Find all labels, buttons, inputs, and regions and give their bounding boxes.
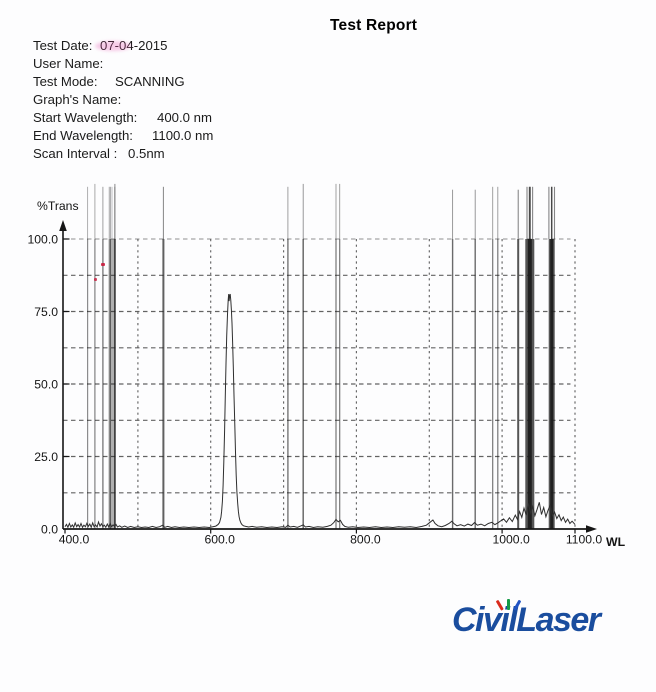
field-value: 400.0 nm bbox=[157, 110, 212, 125]
field-label: End Wavelength: bbox=[33, 128, 133, 143]
field-start-wavelength: Start Wavelength: 400.0 nm bbox=[33, 109, 212, 127]
y-tick-label: 50.0 bbox=[34, 378, 58, 392]
field-test-mode: Test Mode: SCANNING bbox=[33, 73, 185, 91]
field-value: 1100.0 nm bbox=[152, 128, 214, 143]
page-title: Test Report bbox=[330, 17, 418, 34]
y-tick-label: 100.0 bbox=[28, 233, 59, 247]
field-user-name: User Name: bbox=[33, 55, 137, 73]
logo-rgb-rays-icon bbox=[495, 596, 522, 611]
x-tick-label: 600.0 bbox=[204, 533, 235, 547]
field-label: Start Wavelength: bbox=[33, 110, 138, 125]
field-value: 07-04-2015 bbox=[100, 38, 168, 53]
field-label: Graph's Name: bbox=[33, 92, 122, 107]
field-label: User Name: bbox=[33, 56, 104, 71]
x-axis-title: WL bbox=[606, 535, 626, 549]
x-tick-label: 1100.0 bbox=[566, 533, 603, 547]
field-test-date: Test Date: 07-04-2015 bbox=[33, 37, 167, 55]
x-tick-label: 800.0 bbox=[350, 533, 381, 547]
field-label: Scan Interval : bbox=[33, 146, 118, 161]
report-header-block: Test Date: 07-04-2015 User Name: Test Mo… bbox=[33, 37, 213, 163]
red-ink-speck bbox=[94, 278, 97, 281]
red-ink-speck bbox=[101, 263, 105, 266]
civillaser-logo: CivilLaser bbox=[452, 599, 601, 639]
pink-ink-smudge bbox=[95, 41, 131, 51]
y-axis bbox=[59, 220, 67, 529]
field-graph-name: Graph's Name: bbox=[33, 91, 137, 109]
field-value: SCANNING bbox=[115, 74, 185, 89]
y-tick-label: 25.0 bbox=[34, 450, 58, 464]
field-end-wavelength: End Wavelength: 1100.0 nm bbox=[33, 127, 213, 145]
spectrum-curve bbox=[64, 293, 576, 529]
field-label: Test Date: bbox=[33, 38, 93, 53]
x-tick-label: 400.0 bbox=[59, 533, 90, 547]
y-tick-label: 0.0 bbox=[41, 523, 58, 537]
x-axis bbox=[63, 525, 597, 533]
y-axis-title: %Trans bbox=[37, 199, 79, 213]
x-tick-label: 1000.0 bbox=[492, 533, 529, 547]
field-value: 0.5nm bbox=[128, 146, 165, 161]
field-scan-interval: Scan Interval : 0.5nm bbox=[33, 145, 165, 163]
y-tick-label: 75.0 bbox=[34, 305, 58, 319]
field-label: Test Mode: bbox=[33, 74, 98, 89]
logo-text: CivilLaser bbox=[452, 601, 601, 639]
